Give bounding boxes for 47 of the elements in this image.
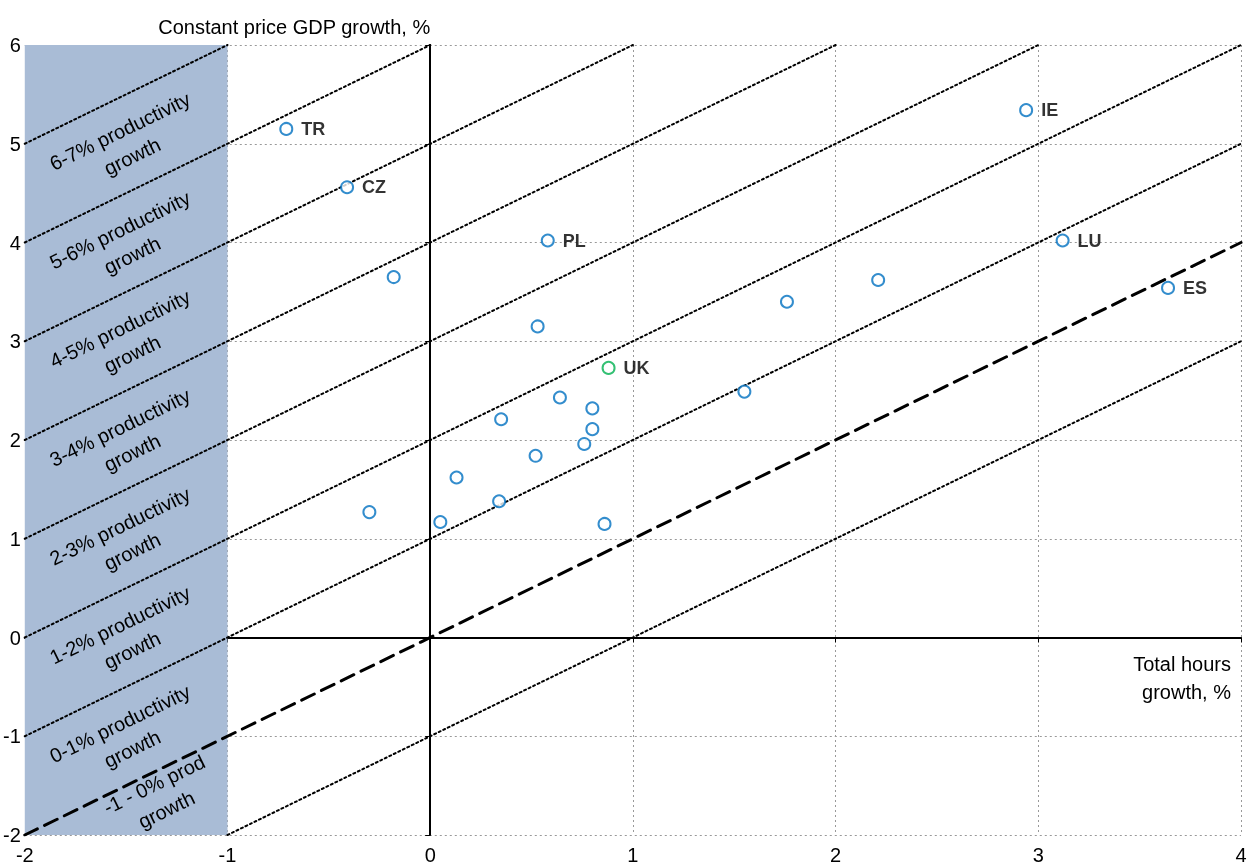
data-label: IE: [1041, 100, 1059, 121]
point: [386, 270, 401, 285]
point: [540, 233, 555, 248]
y-tick-label: 3: [9, 330, 21, 353]
point: [449, 470, 464, 485]
point: [552, 390, 567, 405]
y-tick-label: -1: [2, 725, 21, 748]
x-tick-label: -1: [218, 844, 237, 865]
point: [362, 505, 377, 520]
point: [279, 121, 294, 136]
point: [528, 448, 543, 463]
point: [597, 516, 612, 531]
x-axis-title: Total hours growth, %: [1133, 652, 1232, 703]
y-tick-label: -2: [2, 824, 21, 846]
data-label: UK: [623, 357, 650, 378]
x-tick-label: 1: [627, 844, 639, 865]
data-label: LU: [1077, 230, 1102, 251]
point: [1161, 280, 1176, 295]
x-tick-label: 3: [1032, 844, 1044, 865]
point: [433, 514, 448, 529]
y-tick-label: 1: [9, 527, 21, 550]
point: [737, 384, 752, 399]
data-label: TR: [301, 118, 326, 139]
y-tick-label: 0: [9, 626, 21, 649]
point: [585, 422, 600, 437]
data-label: CZ: [362, 177, 387, 198]
x-tick-label: 4: [1235, 844, 1247, 865]
y-tick-label: 5: [9, 132, 21, 155]
y-tick-label: 6: [9, 34, 21, 56]
point: [871, 273, 886, 288]
point: [585, 401, 600, 416]
point: [530, 319, 545, 334]
x-tick-label: 0: [424, 844, 436, 865]
point: [577, 436, 592, 451]
point: [1055, 233, 1070, 248]
y-axis-title: Constant price GDP growth, %: [158, 16, 431, 38]
point: [779, 294, 794, 309]
x-tick-label: 2: [830, 844, 842, 865]
point: [340, 180, 355, 195]
point: [601, 360, 616, 375]
data-label: PL: [562, 230, 586, 251]
point: [494, 412, 509, 427]
y-tick-label: 4: [9, 231, 21, 254]
data-label: ES: [1183, 277, 1208, 298]
point: [1019, 103, 1034, 118]
point: [492, 494, 507, 509]
y-tick-label: 2: [9, 429, 21, 451]
